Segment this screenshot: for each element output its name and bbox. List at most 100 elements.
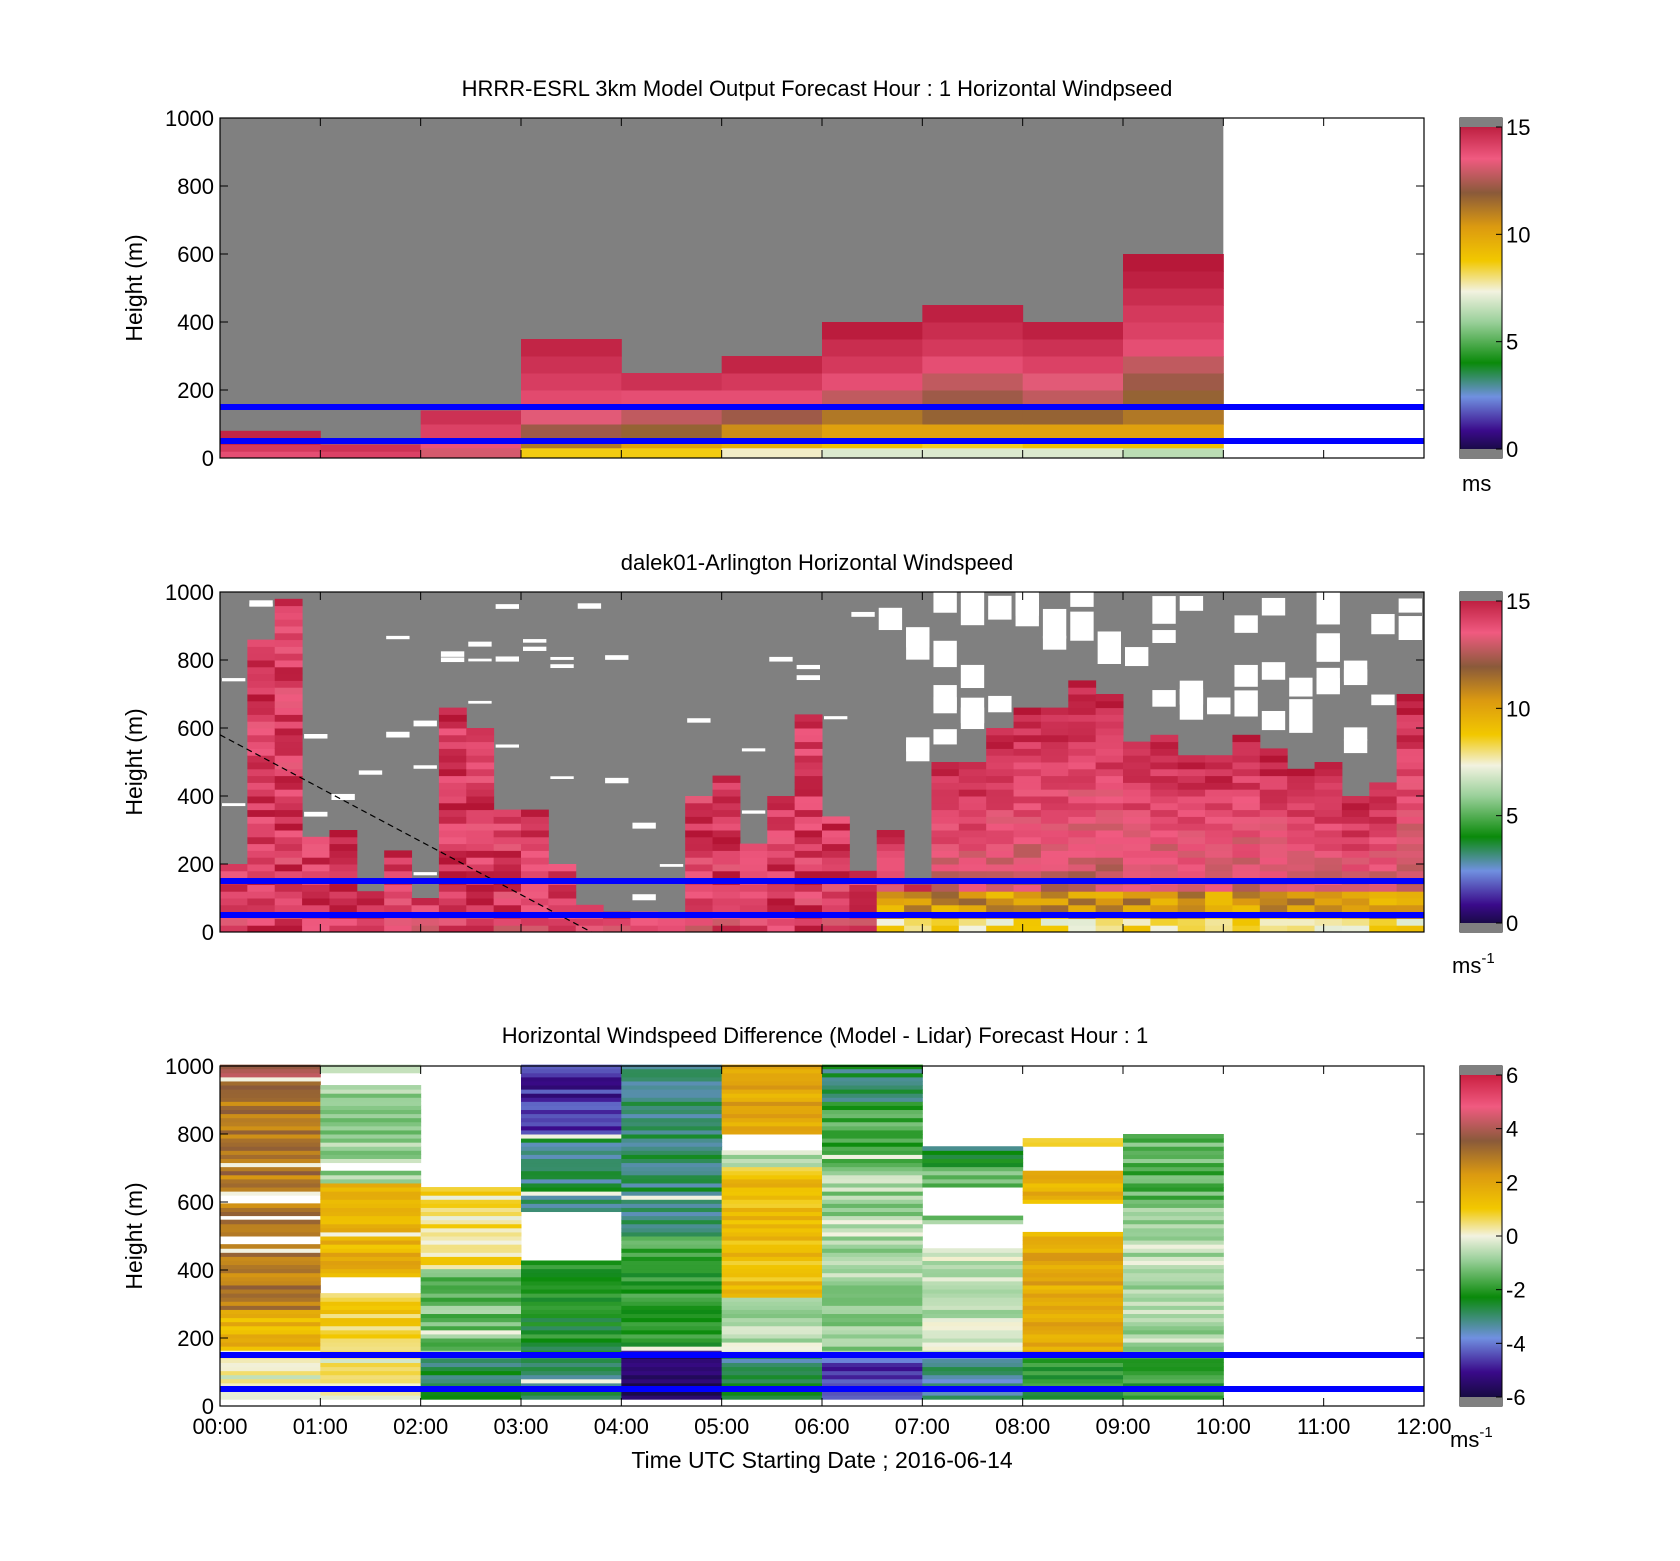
lidar-windspeed-cell xyxy=(1095,782,1124,790)
lidar-windspeed-cell xyxy=(1123,762,1151,770)
lidar-windspeed-cell xyxy=(1341,884,1370,892)
lidar-windspeed-cell xyxy=(384,870,413,879)
difference-cell xyxy=(220,1370,321,1376)
difference-cell xyxy=(420,1268,522,1274)
lidar-windspeed-cell xyxy=(685,898,714,906)
lidar-windspeed-cell xyxy=(1177,864,1206,872)
difference-cell xyxy=(1022,1391,1124,1396)
difference-cell xyxy=(621,1342,723,1347)
lidar-windspeed-cell xyxy=(1314,796,1343,804)
lidar-windspeed-cell xyxy=(794,796,823,804)
difference-cell xyxy=(822,1134,923,1139)
lidar-windspeed-cell xyxy=(356,925,385,933)
difference-cell xyxy=(1123,1211,1224,1217)
difference-cell xyxy=(220,1142,321,1147)
difference-cell xyxy=(1123,1309,1224,1315)
difference-cell xyxy=(1022,1195,1124,1200)
difference-cell xyxy=(521,1333,622,1339)
lidar-windspeed-cell xyxy=(1040,728,1069,736)
lidar-missing-data xyxy=(222,803,246,807)
model-windspeed-cell xyxy=(1123,254,1224,272)
lidar-windspeed-cell xyxy=(1396,884,1425,892)
difference-cell xyxy=(1123,1317,1224,1323)
difference-cell xyxy=(922,1280,1024,1286)
lidar-missing-data xyxy=(1042,608,1067,639)
lidar-windspeed-cell xyxy=(712,816,741,824)
difference-cell xyxy=(721,1236,823,1241)
lidar-windspeed-cell xyxy=(685,891,714,899)
lidar-windspeed-cell xyxy=(931,850,960,858)
lidar-windspeed-cell xyxy=(1068,700,1097,709)
difference-cell xyxy=(721,1174,823,1180)
lidar-missing-data xyxy=(632,822,656,829)
lidar-windspeed-cell xyxy=(274,612,303,620)
lidar-windspeed-cell xyxy=(1396,694,1425,702)
lidar-windspeed-cell xyxy=(1341,918,1370,926)
lidar-windspeed-cell xyxy=(466,836,495,845)
lidar-windspeed-cell xyxy=(1341,823,1370,831)
lidar-windspeed-cell xyxy=(904,891,932,899)
lidar-windspeed-cell xyxy=(438,802,467,811)
difference-cell xyxy=(621,1170,723,1176)
lidar-windspeed-cell xyxy=(1150,762,1179,770)
lidar-windspeed-cell xyxy=(438,741,467,749)
difference-cell xyxy=(420,1248,522,1253)
difference-cell xyxy=(922,1174,1024,1180)
lidar-windspeed-cell xyxy=(274,721,303,729)
lidar-windspeed-cell xyxy=(521,898,549,906)
lidar-windspeed-cell xyxy=(1095,755,1124,763)
lidar-windspeed-cell xyxy=(329,904,358,913)
difference-cell xyxy=(721,1284,823,1290)
x-tick-label: 10:00 xyxy=(1196,1414,1251,1439)
lidar-windspeed-cell xyxy=(1013,898,1042,906)
difference-cell xyxy=(822,1064,923,1070)
lidar-windspeed-cell xyxy=(1259,789,1288,797)
difference-cell xyxy=(721,1244,823,1249)
lidar-windspeed-cell xyxy=(986,904,1015,913)
lidar-windspeed-cell xyxy=(1123,843,1151,851)
lidar-windspeed-cell xyxy=(1232,734,1261,743)
difference-cell xyxy=(1022,1325,1124,1331)
lidar-windspeed-cell xyxy=(1095,741,1124,749)
difference-cell xyxy=(320,1178,422,1184)
difference-cell xyxy=(420,1378,522,1384)
lidar-windspeed-cell xyxy=(767,857,796,865)
model-windspeed-cell xyxy=(1022,322,1124,340)
panel-2-dashed-line xyxy=(219,734,592,933)
difference-cell xyxy=(822,1195,923,1200)
difference-cell xyxy=(1022,1358,1124,1363)
difference-cell xyxy=(621,1317,723,1323)
difference-cell xyxy=(1022,1346,1124,1351)
difference-cell xyxy=(822,1187,923,1192)
lidar-windspeed-cell xyxy=(1369,891,1398,899)
lidar-windspeed-cell xyxy=(1177,775,1206,783)
lidar-windspeed-cell xyxy=(438,864,467,872)
lidar-windspeed-cell xyxy=(1013,734,1042,743)
lidar-windspeed-cell xyxy=(1369,857,1398,865)
lidar-windspeed-cell xyxy=(329,843,358,851)
lidar-windspeed-cell xyxy=(1068,789,1097,797)
lidar-windspeed-cell xyxy=(1232,864,1261,872)
difference-cell xyxy=(1123,1150,1224,1155)
lidar-windspeed-cell xyxy=(384,925,413,933)
difference-cell xyxy=(521,1338,622,1343)
lidar-windspeed-cell xyxy=(1068,857,1097,865)
lidar-windspeed-cell xyxy=(794,809,823,817)
lidar-windspeed-cell xyxy=(1259,748,1288,756)
difference-cell xyxy=(1022,1138,1124,1143)
x-tick-label: 02:00 xyxy=(393,1414,448,1439)
lidar-windspeed-cell xyxy=(767,850,796,858)
difference-cell xyxy=(721,1252,823,1257)
lidar-windspeed-cell xyxy=(958,809,987,817)
lidar-windspeed-cell xyxy=(438,789,467,797)
lidar-windspeed-cell xyxy=(739,864,768,872)
lidar-windspeed-cell xyxy=(876,836,905,845)
difference-cell xyxy=(621,1338,723,1343)
lidar-windspeed-cell xyxy=(1314,870,1343,879)
difference-cell xyxy=(420,1325,522,1331)
lidar-windspeed-cell xyxy=(931,904,960,913)
difference-cell xyxy=(220,1076,321,1082)
difference-cell xyxy=(220,1317,321,1323)
difference-cell xyxy=(621,1093,723,1098)
